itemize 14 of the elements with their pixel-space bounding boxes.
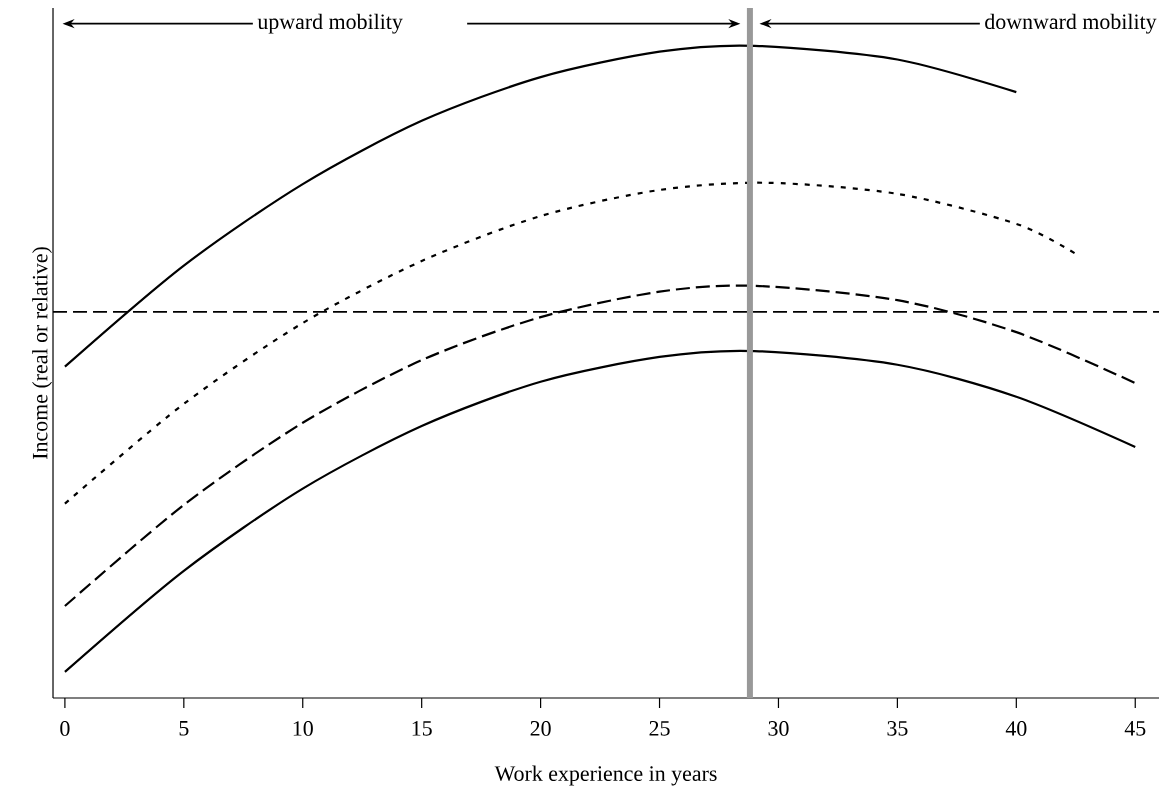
text: downward mobility xyxy=(985,13,1157,34)
x-tick-label: 15 xyxy=(412,721,432,736)
x-tick-label: 20 xyxy=(530,721,551,736)
x-tick-label: 0 xyxy=(60,721,70,736)
x-tick-label: 5 xyxy=(179,721,189,736)
x-tick-label: 35 xyxy=(887,721,908,736)
x-tick-label: 45 xyxy=(1124,721,1146,736)
x-tick-label: 25 xyxy=(649,721,670,736)
x-tick-label: 10 xyxy=(293,721,313,736)
y-axis-title: Income (real or relative) xyxy=(32,247,52,459)
x-tick-label: 30 xyxy=(768,721,789,736)
x-tick-label: 40 xyxy=(1005,721,1027,736)
x-axis-title: Work experience in years xyxy=(494,765,717,786)
text: upward mobility xyxy=(257,13,403,34)
